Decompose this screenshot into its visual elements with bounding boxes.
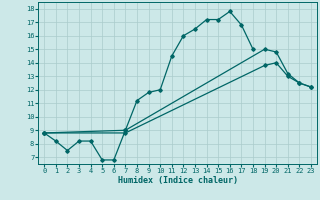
X-axis label: Humidex (Indice chaleur): Humidex (Indice chaleur) — [118, 176, 238, 185]
